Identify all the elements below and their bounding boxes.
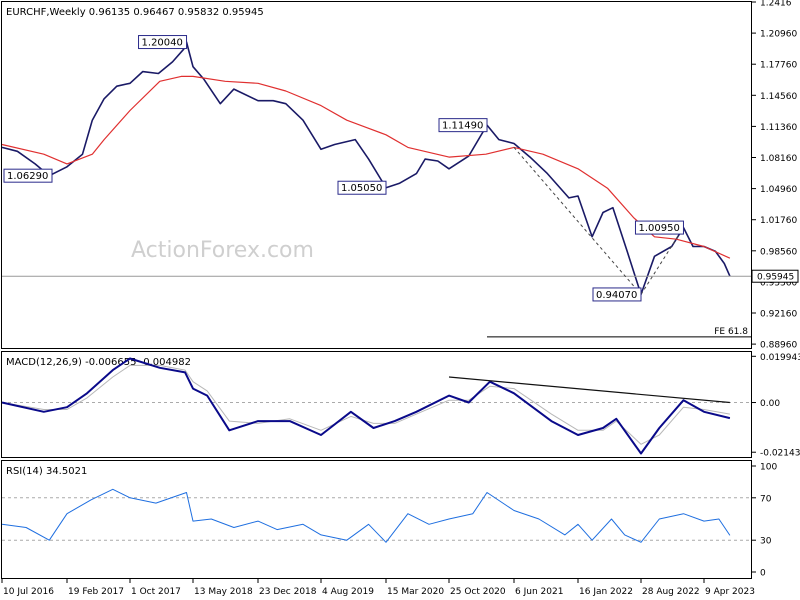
y-tick-label: 1.11360 xyxy=(760,123,797,133)
x-tick-label: 16 Jan 2022 xyxy=(579,587,633,597)
x-tick-label: 28 Aug 2022 xyxy=(642,587,700,597)
price-annotation-label: 1.11490 xyxy=(442,121,483,132)
price-annotation-label: 0.94070 xyxy=(596,290,637,301)
x-tick-label: 13 May 2018 xyxy=(194,587,253,597)
rsi-panel: RSI(14) 34.5021 100 70 30 0 xyxy=(1,460,777,579)
fe-label: FE 61.8 xyxy=(714,327,748,337)
y-tick-label: -0.021434 xyxy=(760,449,800,459)
price-annotation-label: 1.05050 xyxy=(341,183,382,194)
price-y-axis: 1.2416 1.20960 1.17760 1.14560 1.11360 1.0816… xyxy=(751,0,797,351)
rsi-y-axis: 100 70 30 0 xyxy=(751,463,777,579)
price-panel-frame xyxy=(1,1,752,349)
watermark: ActionForex.com xyxy=(131,238,314,263)
x-tick-label: 10 Jul 2016 xyxy=(3,587,54,597)
trend-line xyxy=(513,147,642,295)
x-tick-label: 1 Oct 2017 xyxy=(131,587,181,597)
macd-panel-frame xyxy=(1,351,752,458)
y-tick-label: 0.92160 xyxy=(760,310,797,320)
y-tick-label: 1.20960 xyxy=(760,30,797,40)
trend-line xyxy=(640,227,684,295)
rsi-header: RSI(14) 34.5021 xyxy=(6,466,87,477)
price-annotation-box xyxy=(337,180,387,195)
price-annotations: 1.20040 1.06290 1.11490 1.05050 1.00950 0.940… xyxy=(3,35,684,302)
price-annotation-box xyxy=(634,220,684,235)
rsi-lines xyxy=(1,488,751,543)
y-tick-label: 0.00 xyxy=(760,399,780,409)
y-tick-label: 100 xyxy=(760,463,777,473)
x-tick-label: 6 Jun 2021 xyxy=(515,587,563,597)
y-tick-label: 1.17760 xyxy=(760,61,797,71)
price-annotation-label: 1.00950 xyxy=(638,223,679,234)
y-tick-label: 1.08160 xyxy=(760,154,797,164)
moving-average-line xyxy=(1,75,731,259)
y-tick-label: 0.98560 xyxy=(760,247,797,257)
y-tick-label: 70 xyxy=(760,494,772,504)
x-axis: 10 Jul 2016 19 Feb 2017 1 Oct 2017 13 May 2… xyxy=(1,579,755,597)
x-tick-label: 19 Feb 2017 xyxy=(68,587,124,597)
macd-lines xyxy=(1,357,751,455)
price-annotation-box xyxy=(138,35,188,50)
y-tick-label: 0.019943 xyxy=(760,353,800,363)
macd-y-axis: 0.019943 0.00 -0.021434 xyxy=(751,353,800,459)
y-tick-label: 1.01760 xyxy=(760,216,797,226)
macd-signal-line xyxy=(1,364,730,445)
y-tick-label: 0.95360 xyxy=(760,278,797,288)
price-annotation-box xyxy=(438,118,488,133)
price-annotation-label: 1.06290 xyxy=(7,171,48,182)
macd-panel: MACD(12,26,9) -0.006655 -0.004982 0.0199… xyxy=(1,351,800,459)
price-annotation-box xyxy=(3,168,53,183)
x-tick-label: 15 Mar 2020 xyxy=(387,587,444,597)
price-header: EURCHF,Weekly 0.96135 0.96467 0.95832 0.… xyxy=(6,7,264,18)
x-tick-label: 25 Oct 2020 xyxy=(450,587,506,597)
macd-line xyxy=(1,357,731,455)
price-panel: ActionForex.com EURCHF,Weekly 0.96135 0.… xyxy=(1,0,799,351)
price-lines: 0.95945 xyxy=(1,41,799,338)
y-tick-label: 0 xyxy=(760,569,766,579)
y-tick-label: 1.04960 xyxy=(760,185,797,195)
y-tick-label: 0.88960 xyxy=(760,341,797,351)
macd-header: MACD(12,26,9) -0.006655 -0.004982 xyxy=(6,357,191,368)
price-annotation-box xyxy=(592,287,642,302)
rsi-line xyxy=(1,488,731,543)
x-tick-label: 23 Dec 2018 xyxy=(259,587,317,597)
last-price-box xyxy=(751,269,799,283)
last-price-label: 0.95945 xyxy=(757,273,794,283)
y-tick-label: 30 xyxy=(760,537,772,547)
price-annotation-label: 1.20040 xyxy=(142,38,183,49)
y-tick-label: 1.2416 xyxy=(760,0,792,9)
price-line xyxy=(1,41,731,296)
rsi-panel-frame xyxy=(1,460,752,579)
y-tick-label: 1.14560 xyxy=(760,92,797,102)
x-tick-label: 9 Apr 2023 xyxy=(705,587,755,597)
macd-trend-line xyxy=(448,376,730,404)
x-tick-label: 4 Aug 2019 xyxy=(322,587,374,597)
